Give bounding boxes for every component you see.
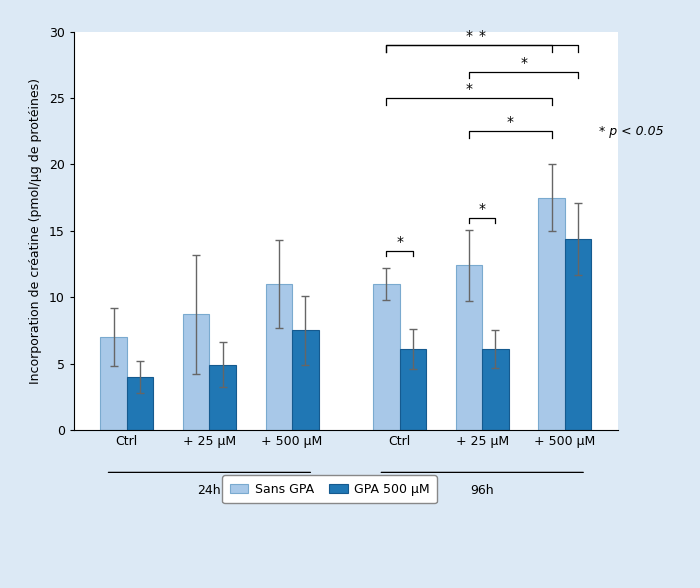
- Text: *: *: [466, 82, 472, 96]
- Text: *: *: [479, 29, 486, 43]
- Text: 24h: 24h: [197, 485, 221, 497]
- Bar: [373, 284, 400, 430]
- Bar: [482, 349, 509, 430]
- Y-axis label: Incorporation de créatine (pmol/µg de protéines): Incorporation de créatine (pmol/µg de pr…: [29, 78, 42, 384]
- Bar: [183, 315, 209, 430]
- Bar: [538, 198, 565, 430]
- Bar: [456, 265, 482, 430]
- Bar: [400, 349, 426, 430]
- Bar: [127, 377, 153, 430]
- Text: *: *: [520, 56, 527, 69]
- Text: *: *: [479, 202, 486, 216]
- Text: *: *: [466, 29, 472, 43]
- Legend: Sans GPA, GPA 500 µM: Sans GPA, GPA 500 µM: [222, 475, 437, 503]
- Bar: [266, 284, 292, 430]
- Bar: [565, 239, 592, 430]
- Text: 96h: 96h: [470, 485, 494, 497]
- Text: * p < 0.05: * p < 0.05: [599, 125, 664, 138]
- Text: *: *: [396, 235, 403, 249]
- Bar: [292, 330, 318, 430]
- Bar: [100, 337, 127, 430]
- Bar: [209, 365, 236, 430]
- Text: *: *: [507, 115, 514, 129]
